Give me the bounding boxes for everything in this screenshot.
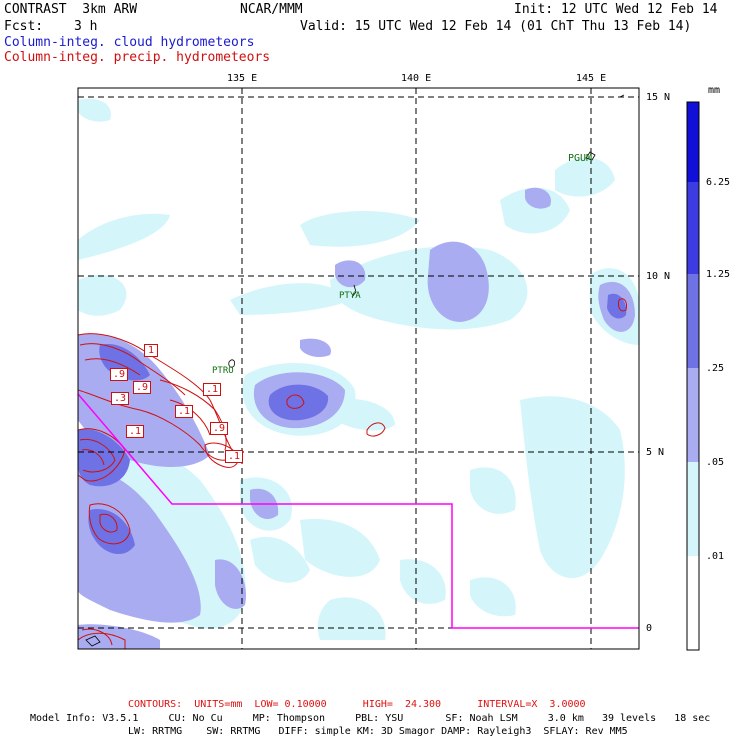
lat-lon-grid bbox=[78, 88, 639, 649]
colorbar-level: .05 bbox=[706, 457, 725, 468]
lon-label-145: 145 E bbox=[576, 73, 607, 84]
station-pgum: PGUM bbox=[568, 153, 593, 164]
org-label: NCAR/MMM bbox=[240, 2, 303, 17]
lat-label-15n: 15 N bbox=[646, 92, 671, 103]
contour-label: .9 bbox=[210, 422, 229, 435]
colorbar bbox=[686, 101, 700, 651]
model-info-line2: LW: RRTMG SW: RRTMG DIFF: simple KM: 3D … bbox=[128, 726, 628, 737]
contour-label: .9 bbox=[110, 368, 129, 381]
init-time: Init: 12 UTC Wed 12 Feb 14 bbox=[514, 2, 718, 17]
map-frame bbox=[77, 87, 640, 650]
contour-label: .1 bbox=[126, 425, 145, 438]
fcst-label: Fcst: bbox=[4, 19, 44, 34]
contour-label: .1 bbox=[225, 450, 244, 463]
colorbar-level: 1.25 bbox=[706, 269, 731, 280]
contours-info: CONTOURS: UNITS=mm LOW= 0.10000 HIGH= 24… bbox=[128, 699, 586, 710]
domain-boundary bbox=[77, 393, 639, 629]
contour-label: 1 bbox=[144, 344, 159, 357]
colorbar-unit: mm bbox=[708, 85, 721, 96]
cloud-fields bbox=[78, 94, 639, 649]
colorbar-level: .25 bbox=[706, 363, 725, 374]
lat-label-5n: 5 N bbox=[646, 447, 665, 458]
model-info-line1: Model Info: V3.5.1 CU: No Cu MP: Thompso… bbox=[30, 713, 711, 724]
precip-contours bbox=[78, 298, 627, 649]
fcst-value: 3 h bbox=[74, 19, 98, 34]
lat-label-0: 0 bbox=[646, 623, 653, 634]
contour-label: .3 bbox=[111, 392, 130, 405]
legend-precip: Column-integ. precip. hydrometeors bbox=[4, 50, 271, 65]
colorbar-level: 6.25 bbox=[706, 177, 731, 188]
contour-label: .1 bbox=[175, 405, 194, 418]
contour-label: .9 bbox=[133, 381, 152, 394]
legend-cloud: Column-integ. cloud hydrometeors bbox=[4, 35, 255, 50]
model-title: CONTRAST 3km ARW bbox=[4, 2, 138, 17]
lon-label-140: 140 E bbox=[401, 73, 432, 84]
station-ptya: PTYA bbox=[339, 291, 361, 301]
station-ptro: PTRO bbox=[212, 366, 234, 376]
valid-time: Valid: 15 UTC Wed 12 Feb 14 (01 ChT Thu … bbox=[300, 19, 692, 34]
lat-label-10n: 10 N bbox=[646, 271, 671, 282]
lon-label-135: 135 E bbox=[227, 73, 258, 84]
colorbar-level: .01 bbox=[706, 551, 725, 562]
contour-label: .1 bbox=[203, 383, 222, 396]
